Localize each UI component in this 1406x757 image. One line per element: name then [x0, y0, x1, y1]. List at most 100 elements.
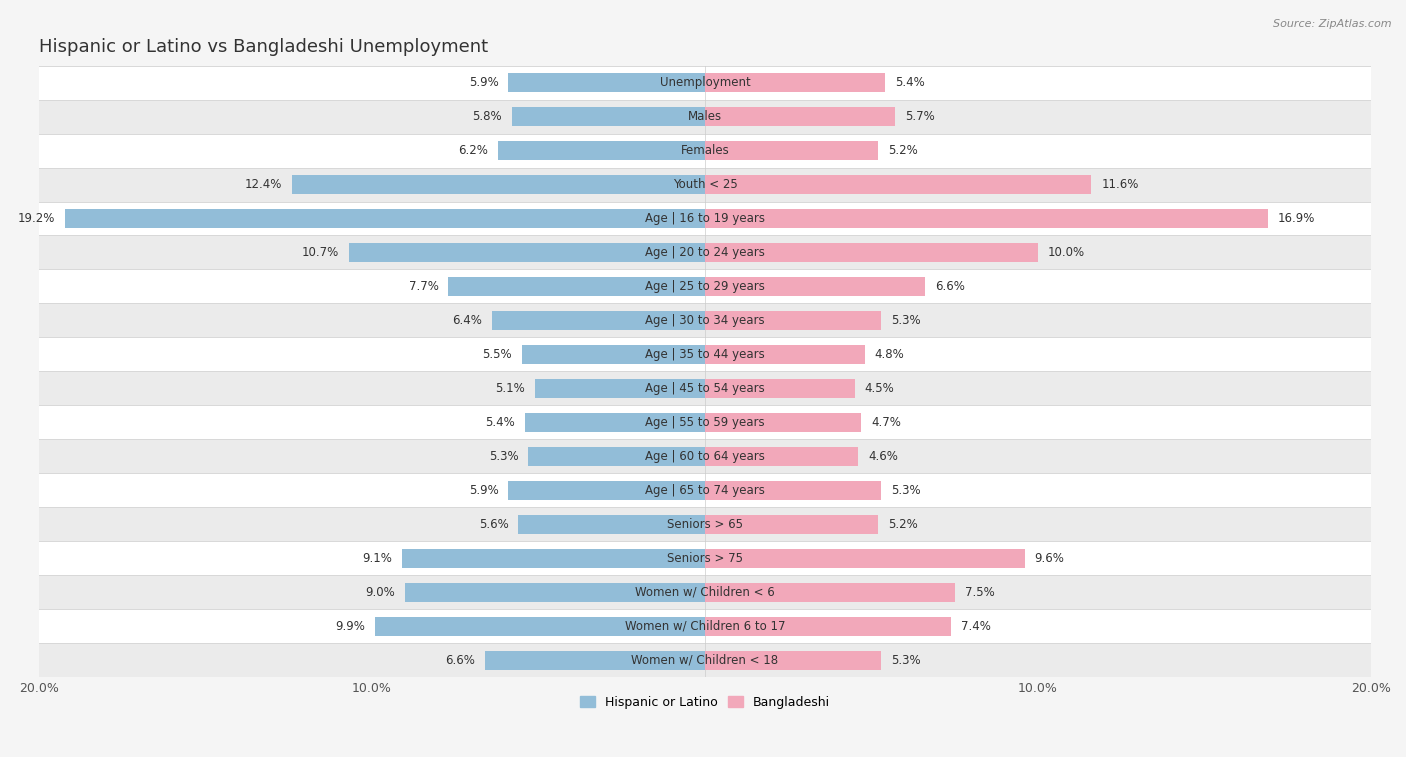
- Text: 6.6%: 6.6%: [446, 654, 475, 667]
- Text: 5.3%: 5.3%: [891, 314, 921, 327]
- Bar: [39, 609, 1371, 643]
- Bar: [519, 515, 704, 534]
- Text: 5.2%: 5.2%: [889, 144, 918, 157]
- Text: 4.5%: 4.5%: [865, 382, 894, 395]
- Text: 5.2%: 5.2%: [889, 518, 918, 531]
- Text: 19.2%: 19.2%: [18, 212, 55, 225]
- Bar: [39, 372, 1371, 405]
- Bar: [524, 413, 704, 431]
- Bar: [704, 73, 884, 92]
- Text: Source: ZipAtlas.com: Source: ZipAtlas.com: [1274, 19, 1392, 29]
- Bar: [66, 209, 704, 228]
- Text: Males: Males: [688, 110, 721, 123]
- Text: 4.8%: 4.8%: [875, 348, 904, 361]
- Text: 5.4%: 5.4%: [894, 76, 925, 89]
- Text: 7.7%: 7.7%: [409, 280, 439, 293]
- Text: 9.1%: 9.1%: [361, 552, 392, 565]
- Text: 5.4%: 5.4%: [485, 416, 515, 429]
- Text: Women w/ Children < 6: Women w/ Children < 6: [636, 586, 775, 599]
- Text: 6.2%: 6.2%: [458, 144, 488, 157]
- Bar: [39, 167, 1371, 201]
- Text: Age | 60 to 64 years: Age | 60 to 64 years: [645, 450, 765, 463]
- Bar: [704, 345, 865, 364]
- Text: 5.8%: 5.8%: [472, 110, 502, 123]
- Bar: [704, 481, 882, 500]
- Bar: [704, 142, 879, 160]
- Text: 12.4%: 12.4%: [245, 178, 281, 191]
- Text: 10.7%: 10.7%: [301, 246, 339, 259]
- Text: 5.3%: 5.3%: [489, 450, 519, 463]
- Bar: [349, 243, 704, 262]
- Bar: [704, 583, 955, 602]
- Text: Females: Females: [681, 144, 730, 157]
- Text: Youth < 25: Youth < 25: [672, 178, 737, 191]
- Bar: [522, 345, 704, 364]
- Bar: [529, 447, 704, 466]
- Bar: [704, 175, 1091, 194]
- Text: 4.7%: 4.7%: [872, 416, 901, 429]
- Text: 5.5%: 5.5%: [482, 348, 512, 361]
- Text: Unemployment: Unemployment: [659, 76, 751, 89]
- Bar: [39, 541, 1371, 575]
- Text: Age | 30 to 34 years: Age | 30 to 34 years: [645, 314, 765, 327]
- Bar: [704, 379, 855, 397]
- Text: 11.6%: 11.6%: [1101, 178, 1139, 191]
- Bar: [509, 73, 704, 92]
- Text: 9.6%: 9.6%: [1035, 552, 1064, 565]
- Bar: [39, 304, 1371, 338]
- Bar: [375, 617, 704, 636]
- Text: 10.0%: 10.0%: [1047, 246, 1085, 259]
- Text: Age | 65 to 74 years: Age | 65 to 74 years: [645, 484, 765, 497]
- Bar: [704, 549, 1025, 568]
- Bar: [509, 481, 704, 500]
- Text: 5.6%: 5.6%: [478, 518, 509, 531]
- Text: 5.3%: 5.3%: [891, 484, 921, 497]
- Bar: [512, 107, 704, 126]
- Bar: [39, 575, 1371, 609]
- Bar: [704, 209, 1268, 228]
- Bar: [39, 269, 1371, 304]
- Text: Age | 25 to 29 years: Age | 25 to 29 years: [645, 280, 765, 293]
- Bar: [704, 413, 862, 431]
- Legend: Hispanic or Latino, Bangladeshi: Hispanic or Latino, Bangladeshi: [575, 690, 835, 714]
- Text: Age | 55 to 59 years: Age | 55 to 59 years: [645, 416, 765, 429]
- Bar: [39, 235, 1371, 269]
- Text: 16.9%: 16.9%: [1278, 212, 1315, 225]
- Text: Seniors > 65: Seniors > 65: [666, 518, 742, 531]
- Bar: [704, 277, 925, 296]
- Bar: [39, 201, 1371, 235]
- Text: Women w/ Children < 18: Women w/ Children < 18: [631, 654, 779, 667]
- Bar: [39, 507, 1371, 541]
- Bar: [704, 243, 1038, 262]
- Text: 5.7%: 5.7%: [904, 110, 935, 123]
- Bar: [704, 107, 894, 126]
- Bar: [704, 447, 858, 466]
- Text: 7.5%: 7.5%: [965, 586, 994, 599]
- Text: 6.4%: 6.4%: [451, 314, 482, 327]
- Text: 4.6%: 4.6%: [868, 450, 898, 463]
- Text: 9.0%: 9.0%: [366, 586, 395, 599]
- Text: Age | 20 to 24 years: Age | 20 to 24 years: [645, 246, 765, 259]
- Text: Age | 35 to 44 years: Age | 35 to 44 years: [645, 348, 765, 361]
- Bar: [39, 643, 1371, 678]
- Bar: [498, 142, 704, 160]
- Bar: [704, 617, 952, 636]
- Text: Age | 16 to 19 years: Age | 16 to 19 years: [645, 212, 765, 225]
- Bar: [39, 66, 1371, 100]
- Bar: [704, 515, 879, 534]
- Text: 9.9%: 9.9%: [335, 620, 366, 633]
- Bar: [292, 175, 704, 194]
- Bar: [536, 379, 704, 397]
- Bar: [704, 651, 882, 669]
- Text: 7.4%: 7.4%: [962, 620, 991, 633]
- Text: Hispanic or Latino vs Bangladeshi Unemployment: Hispanic or Latino vs Bangladeshi Unempl…: [39, 38, 488, 56]
- Bar: [39, 405, 1371, 439]
- Text: 5.9%: 5.9%: [468, 484, 498, 497]
- Text: Women w/ Children 6 to 17: Women w/ Children 6 to 17: [624, 620, 785, 633]
- Text: 6.6%: 6.6%: [935, 280, 965, 293]
- Text: Seniors > 75: Seniors > 75: [666, 552, 742, 565]
- Bar: [485, 651, 704, 669]
- Bar: [39, 473, 1371, 507]
- Bar: [39, 439, 1371, 473]
- Bar: [449, 277, 704, 296]
